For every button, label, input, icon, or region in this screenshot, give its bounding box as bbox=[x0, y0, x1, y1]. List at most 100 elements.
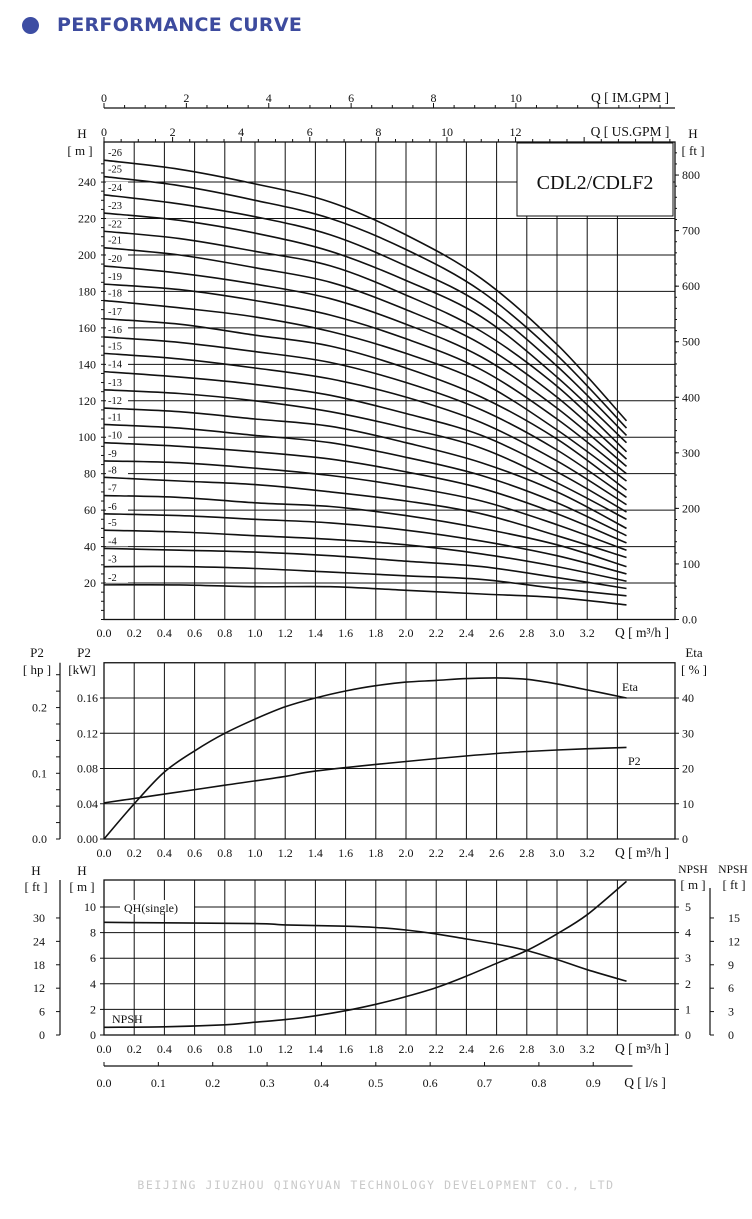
stage-curve bbox=[103, 423, 627, 537]
y-tick-label-eta: 0 bbox=[682, 832, 688, 846]
stage-label-bg bbox=[106, 200, 128, 212]
stage-curve bbox=[103, 212, 628, 444]
y-axis-unit-npsh-m: [ m ] bbox=[680, 877, 705, 892]
y-tick-label-kw: 0.12 bbox=[77, 726, 98, 740]
company-footer: BEIJING JIUZHOU QINGYUAN TECHNOLOGY DEVE… bbox=[137, 1178, 615, 1192]
y-tick-label-npsh-m: 5 bbox=[685, 900, 691, 914]
y-axis-unit-kw: [kW] bbox=[68, 662, 95, 677]
ls-axis-label: Q [ l/s ] bbox=[624, 1075, 666, 1090]
x-tick-label: 3.2 bbox=[580, 626, 595, 640]
x-tick-label: 2.8 bbox=[519, 846, 534, 860]
stage-curve bbox=[103, 283, 627, 475]
y-tick-label-ft: 12 bbox=[33, 981, 45, 995]
x-tick-label: 2.4 bbox=[459, 846, 474, 860]
ls-tick-label: 0.6 bbox=[423, 1076, 438, 1090]
stage-curve bbox=[103, 246, 628, 460]
stage-label: -20 bbox=[108, 254, 122, 265]
stage-curve bbox=[103, 441, 627, 544]
x-tick-label: 1.6 bbox=[338, 846, 353, 860]
stage-label-bg bbox=[106, 411, 128, 423]
y-tick-label-hp: 0.0 bbox=[32, 832, 47, 846]
im-gpm-tick-label: 6 bbox=[348, 91, 354, 105]
eta-curve-label: Eta bbox=[622, 680, 639, 694]
y-axis-unit-ft: [ ft ] bbox=[681, 143, 704, 158]
stage-label-bg bbox=[106, 305, 128, 317]
stage-label-bg bbox=[106, 181, 128, 193]
page-header: PERFORMANCE CURVE bbox=[22, 14, 302, 36]
x-axis-label: Q [ m³/h ] bbox=[615, 1041, 669, 1056]
stage-label: -2 bbox=[108, 573, 117, 584]
x-tick-label: 2.0 bbox=[399, 1042, 414, 1056]
x-tick-label: 0.4 bbox=[157, 1042, 172, 1056]
stage-curve bbox=[103, 407, 627, 530]
x-tick-label: 1.0 bbox=[248, 1042, 263, 1056]
x-tick-label: 2.0 bbox=[399, 626, 414, 640]
stage-label: -24 bbox=[108, 183, 123, 194]
ls-tick-label: 0.7 bbox=[477, 1076, 492, 1090]
stage-label-bg bbox=[106, 218, 128, 230]
x-tick-label: 0.0 bbox=[97, 846, 112, 860]
x-tick-label: 2.2 bbox=[429, 846, 444, 860]
y-tick-label-left: 120 bbox=[78, 394, 96, 408]
x-tick-label: 0.0 bbox=[97, 626, 112, 640]
stage-label-bg bbox=[106, 553, 128, 565]
im-gpm-tick-label: 8 bbox=[431, 91, 437, 105]
y-tick-label-eta: 30 bbox=[682, 726, 694, 740]
x-tick-label: 0.8 bbox=[217, 1042, 232, 1056]
stage-curve bbox=[103, 352, 627, 506]
page-title: PERFORMANCE CURVE bbox=[57, 14, 303, 36]
npsh-curve bbox=[103, 880, 628, 1029]
y-tick-label-ft: 18 bbox=[33, 958, 45, 972]
stage-label: -4 bbox=[108, 536, 117, 547]
stage-label: -17 bbox=[108, 307, 122, 318]
stage-label-bg bbox=[106, 447, 128, 459]
x-tick-label: 1.2 bbox=[278, 1042, 293, 1056]
x-tick-label: 0.4 bbox=[157, 626, 172, 640]
y-tick-label-npsh-m: 4 bbox=[685, 926, 691, 940]
stage-label-bg bbox=[106, 234, 128, 246]
stage-curve bbox=[103, 265, 628, 468]
y-axis-unit-ft: [ ft ] bbox=[24, 879, 47, 894]
qh-single-label: QH(single) bbox=[124, 901, 178, 915]
stage-label: -13 bbox=[108, 378, 122, 389]
y-tick-label-left: 80 bbox=[84, 467, 96, 481]
stage-label: -8 bbox=[108, 465, 117, 476]
stage-label: -19 bbox=[108, 272, 122, 283]
stage-label-bg bbox=[106, 517, 128, 529]
y-tick-label-hp: 0.2 bbox=[32, 701, 47, 715]
y-tick-label-right: 100 bbox=[682, 557, 700, 571]
stage-curve bbox=[103, 317, 627, 491]
stage-curve bbox=[103, 494, 627, 568]
x-tick-label: 0.6 bbox=[187, 1042, 202, 1056]
ls-tick-label: 0.2 bbox=[205, 1076, 220, 1090]
stage-curve bbox=[103, 159, 628, 422]
y-tick-label-right: 200 bbox=[682, 501, 700, 515]
stage-label-bg bbox=[106, 323, 128, 335]
y-tick-label-npsh-m: 0 bbox=[685, 1028, 691, 1042]
ls-tick-label: 0.5 bbox=[368, 1076, 383, 1090]
y-tick-label-ft: 24 bbox=[33, 934, 45, 948]
y-tick-label-left: 40 bbox=[84, 540, 96, 554]
stage-label: -14 bbox=[108, 360, 123, 371]
stage-curve bbox=[103, 512, 627, 575]
x-tick-label: 0.0 bbox=[97, 1042, 112, 1056]
y-axis-unit-hp: [ hp ] bbox=[23, 662, 51, 677]
ls-tick-label: 0.8 bbox=[531, 1076, 546, 1090]
y-axis-label-h: H bbox=[77, 126, 86, 141]
y-tick-label-npsh-ft: 9 bbox=[728, 958, 734, 972]
y-tick-label-npsh-ft: 15 bbox=[728, 911, 740, 925]
x-tick-label: 2.6 bbox=[489, 626, 504, 640]
y-tick-label-left: 140 bbox=[78, 357, 96, 371]
x-tick-label: 3.0 bbox=[550, 1042, 565, 1056]
stage-label-bg bbox=[106, 482, 128, 494]
stage-label-bg bbox=[106, 252, 128, 264]
stage-curve bbox=[103, 230, 628, 453]
qh-chart: 0 2 4 6 8 10 Q [ IM.GPM ] 0 2 4 6 8 10 12 Q [ US.GPM ]… bbox=[67, 90, 704, 640]
y-tick-label-npsh-ft: 6 bbox=[728, 981, 734, 995]
stage-label: -7 bbox=[108, 484, 117, 495]
stage-label: -21 bbox=[108, 236, 122, 247]
x-tick-label: 2.8 bbox=[519, 1042, 534, 1056]
y-tick-label-m: 4 bbox=[90, 977, 96, 991]
